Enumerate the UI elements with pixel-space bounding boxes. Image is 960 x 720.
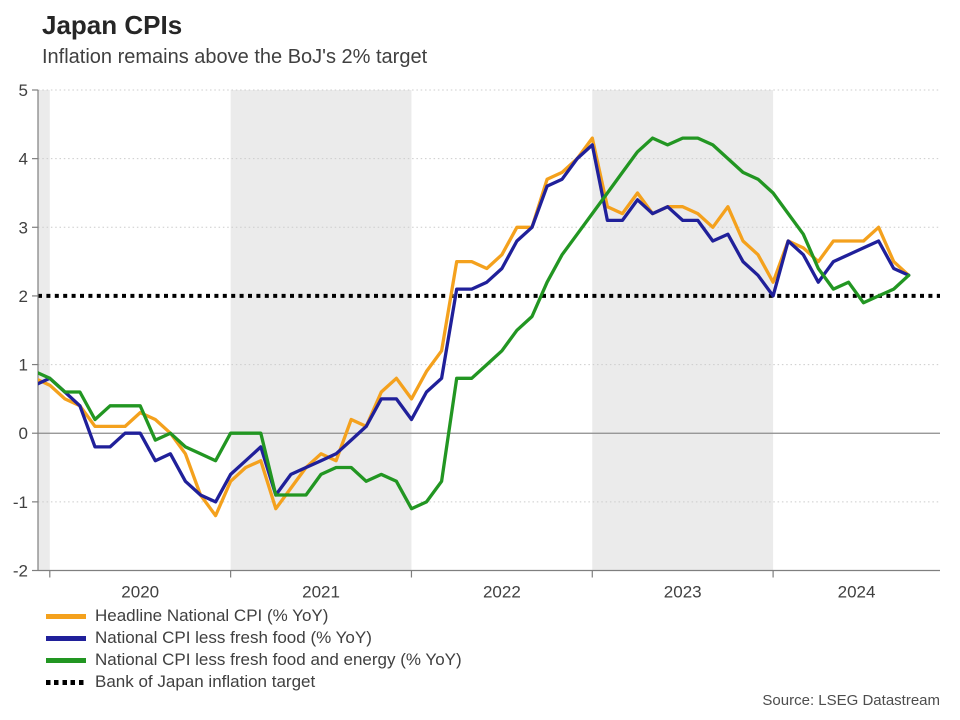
series-line-headline-national-cpi-yoy xyxy=(38,136,911,518)
y-tick-label: 0 xyxy=(19,424,28,443)
legend-label: National CPI less fresh food (% YoY) xyxy=(95,628,372,647)
legend-label: Bank of Japan inflation target xyxy=(95,672,316,691)
y-tick-label: 1 xyxy=(19,356,28,375)
y-tick-label: -2 xyxy=(13,562,28,581)
legend-item-headline-cpi: Headline National CPI (% YoY) xyxy=(46,605,462,627)
y-tick-label: 3 xyxy=(19,218,28,237)
x-tick-label: 2021 xyxy=(302,583,340,602)
shaded-year-band xyxy=(38,90,50,571)
chart-legend: Headline National CPI (% YoY) National C… xyxy=(46,605,462,693)
chart-subtitle: Inflation remains above the BoJ's 2% tar… xyxy=(42,46,428,68)
y-tick-label: 2 xyxy=(19,287,28,306)
y-tick-label: 5 xyxy=(19,81,28,100)
y-tick-label: -1 xyxy=(13,493,28,512)
series-line-national-cpi-less-fresh-food-yoy xyxy=(38,143,911,504)
legend-swatch-cpi-less-fresh-food xyxy=(46,635,86,641)
x-tick-label: 2024 xyxy=(838,583,876,602)
legend-item-cpi-less-fresh-food: National CPI less fresh food (% YoY) xyxy=(46,627,462,649)
shaded-year-band xyxy=(592,90,774,571)
legend-swatch-headline-cpi xyxy=(46,613,86,619)
legend-swatch-cpi-less-fresh-food-energy xyxy=(46,657,86,663)
legend-item-cpi-less-fresh-food-energy: National CPI less fresh food and energy … xyxy=(46,649,462,671)
x-tick-label: 2020 xyxy=(121,583,159,602)
shaded-year-band xyxy=(230,90,412,571)
legend-label: National CPI less fresh food and energy … xyxy=(95,650,462,669)
legend-label: Headline National CPI (% YoY) xyxy=(95,606,329,625)
legend-item-boj-target: Bank of Japan inflation target xyxy=(46,671,462,693)
x-tick-label: 2022 xyxy=(483,583,521,602)
series-line-national-cpi-less-fresh-food-and-energy-yoy xyxy=(38,136,911,511)
source-credit: Source: LSEG Datastream xyxy=(762,692,940,709)
x-tick-label: 2023 xyxy=(664,583,702,602)
chart-title: Japan CPIs xyxy=(42,10,183,40)
y-tick-label: 4 xyxy=(19,150,28,169)
legend-swatch-boj-target xyxy=(46,679,86,685)
